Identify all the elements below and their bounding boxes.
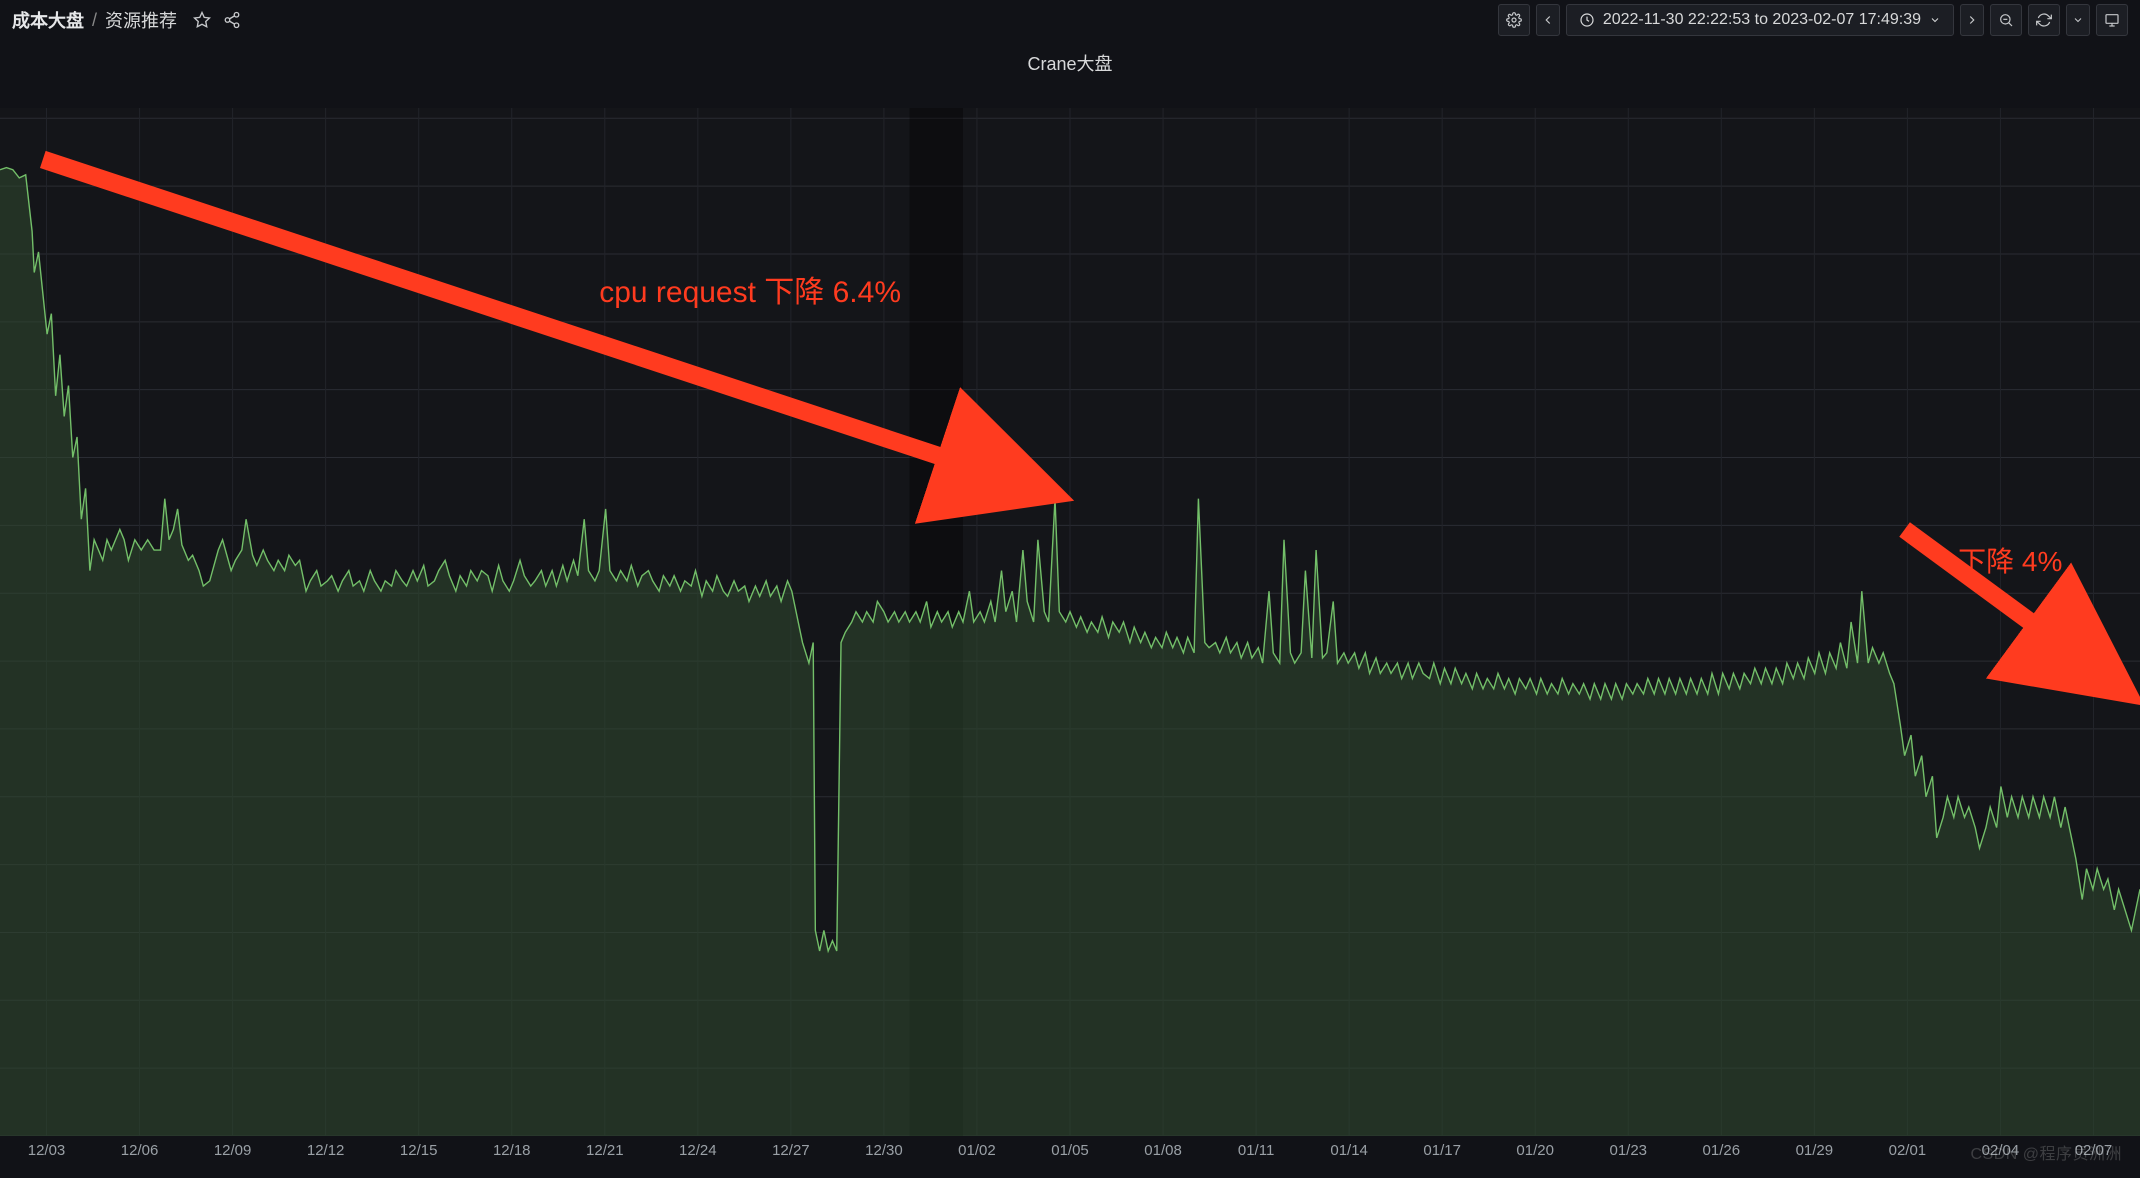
panel-title: Crane大盘	[0, 40, 2140, 82]
x-tick: 01/17	[1423, 1142, 1461, 1159]
x-tick: 01/23	[1609, 1142, 1647, 1159]
breadcrumb-leaf[interactable]: 资源推荐	[105, 7, 177, 33]
chart-area[interactable]: cpu request 下降 6.4% 下降 4%	[0, 108, 2140, 1136]
breadcrumb-root[interactable]: 成本大盘	[12, 7, 84, 33]
x-tick: 12/18	[493, 1142, 531, 1159]
x-tick: 01/08	[1144, 1142, 1182, 1159]
breadcrumb: 成本大盘 / 资源推荐	[12, 7, 177, 33]
clock-icon	[1579, 12, 1595, 28]
star-icon[interactable]	[187, 5, 217, 35]
topbar: 成本大盘 / 资源推荐 2022-11-30 22:22:53 to 2023-…	[0, 0, 2140, 40]
timeseries-chart	[0, 108, 2140, 1136]
breadcrumb-sep: /	[92, 10, 97, 31]
x-tick: 01/05	[1051, 1142, 1089, 1159]
zoom-out-icon[interactable]	[1990, 4, 2022, 36]
refresh-menu-icon[interactable]	[2066, 4, 2090, 36]
toolbar-right: 2022-11-30 22:22:53 to 2023-02-07 17:49:…	[1498, 4, 2128, 36]
time-next-icon[interactable]	[1960, 4, 1984, 36]
x-axis: 12/03 12/06 12/09 12/12 12/15 12/18 12/21 12/24…	[0, 1136, 2140, 1178]
annotation-text-2: 下降 4%	[1958, 540, 2062, 580]
x-tick: 01/20	[1516, 1142, 1554, 1159]
x-tick: 01/02	[958, 1142, 996, 1159]
x-tick: 12/06	[121, 1142, 159, 1159]
x-tick: 12/15	[400, 1142, 438, 1159]
x-tick: 12/24	[679, 1142, 717, 1159]
annotation-text-1: cpu request 下降 6.4%	[599, 267, 901, 311]
x-tick: 12/03	[28, 1142, 66, 1159]
time-range-picker[interactable]: 2022-11-30 22:22:53 to 2023-02-07 17:49:…	[1566, 4, 1954, 36]
time-prev-icon[interactable]	[1536, 4, 1560, 36]
x-tick: 12/09	[214, 1142, 252, 1159]
x-tick: 12/27	[772, 1142, 810, 1159]
refresh-icon[interactable]	[2028, 4, 2060, 36]
watermark: CSDN @程序员洲洲	[1970, 1140, 2122, 1164]
x-tick: 01/11	[1238, 1142, 1274, 1159]
settings-icon[interactable]	[1498, 4, 1530, 36]
x-tick: 12/30	[865, 1142, 903, 1159]
kiosk-icon[interactable]	[2096, 4, 2128, 36]
x-tick: 01/14	[1330, 1142, 1368, 1159]
x-tick: 01/26	[1703, 1142, 1741, 1159]
x-tick: 12/12	[307, 1142, 345, 1159]
time-range-label: 2022-11-30 22:22:53 to 2023-02-07 17:49:…	[1603, 11, 1921, 29]
x-tick: 02/01	[1889, 1142, 1927, 1159]
x-tick: 12/21	[586, 1142, 624, 1159]
chevron-down-icon	[1929, 14, 1941, 26]
share-icon[interactable]	[217, 5, 247, 35]
x-tick: 01/29	[1796, 1142, 1834, 1159]
